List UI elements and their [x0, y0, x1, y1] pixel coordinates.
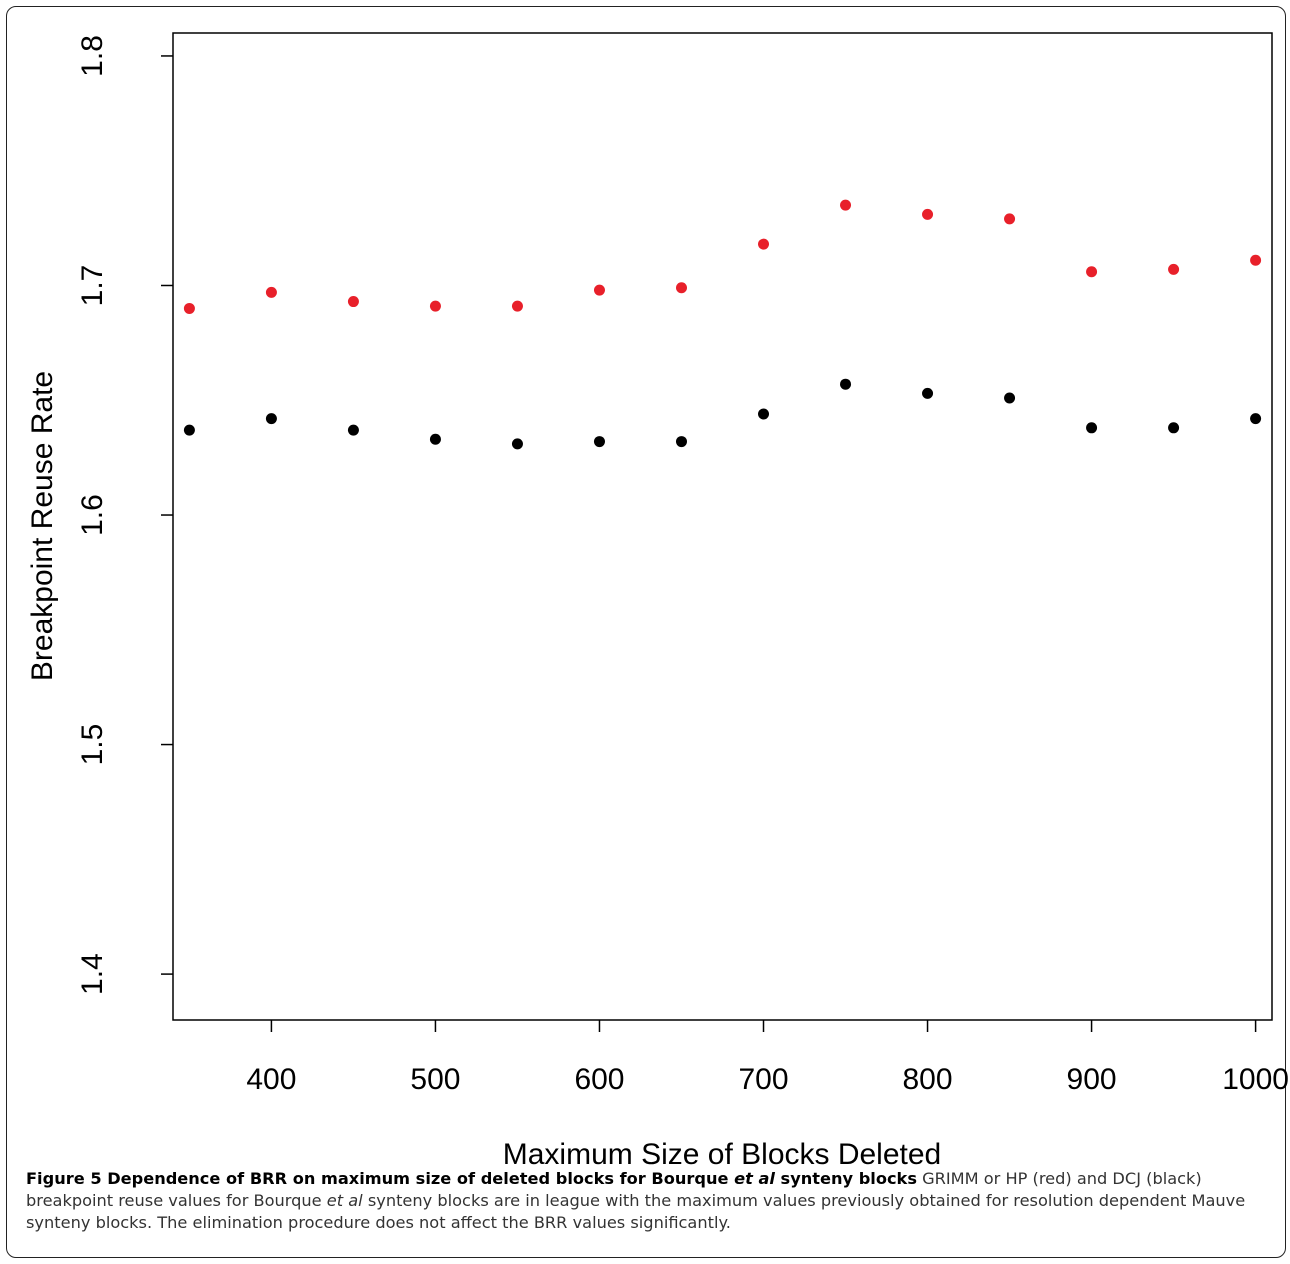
- plot-box: [172, 32, 1273, 1021]
- data-point: [922, 387, 934, 399]
- caption-text-part2: synteny blocks are in league with the ma…: [26, 1191, 1246, 1232]
- data-point: [1086, 266, 1098, 278]
- data-point: [347, 296, 359, 308]
- x-tick-label: 700: [738, 1063, 788, 1096]
- y-tick-label: 1.6: [76, 494, 109, 536]
- data-point: [265, 413, 277, 425]
- data-point: [511, 300, 523, 312]
- data-point: [840, 378, 852, 390]
- x-tick-label: 500: [410, 1063, 460, 1096]
- data-point: [429, 300, 441, 312]
- data-point: [675, 282, 687, 294]
- data-point: [429, 433, 441, 445]
- caption-label-part1: Figure 5 Dependence of BRR on maximum si…: [26, 1169, 735, 1188]
- data-point: [511, 438, 523, 450]
- figure-frame: [6, 6, 1286, 1258]
- scatter-chart: 400 500 600 700 800 900 1000 1.4 1.5 1.6 1.7 1.8 M…: [26, 32, 1289, 1170]
- data-point: [1086, 422, 1098, 434]
- x-tick-label: 900: [1067, 1063, 1117, 1096]
- data-point: [593, 436, 605, 448]
- x-tick-label: 1000: [1222, 1063, 1289, 1096]
- data-point: [347, 424, 359, 436]
- caption-text-part1: GRIMM or HP (red) and DCJ (black) breakp…: [26, 1169, 1202, 1210]
- data-point: [1168, 422, 1180, 434]
- data-point: [840, 199, 852, 211]
- y-tick-label: 1.4: [76, 953, 109, 995]
- x-tick-label: 400: [246, 1063, 296, 1096]
- data-point: [265, 286, 277, 298]
- data-point: [758, 238, 770, 250]
- data-point: [758, 408, 770, 420]
- data-point: [183, 424, 195, 436]
- x-axis-label: Maximum Size of Blocks Deleted: [503, 1138, 942, 1170]
- data-point: [1004, 213, 1016, 225]
- x-axis: 400 500 600 700 800 900 1000: [246, 1020, 1289, 1096]
- data-point: [675, 436, 687, 448]
- data-point: [922, 208, 934, 220]
- data-point: [593, 284, 605, 296]
- y-tick-label: 1.7: [76, 265, 109, 307]
- y-tick-label: 1.5: [76, 724, 109, 766]
- caption-label-italic: et al: [734, 1169, 775, 1188]
- data-point: [1250, 413, 1262, 425]
- caption-text-italic: et al: [326, 1191, 363, 1210]
- x-tick-label: 800: [903, 1063, 953, 1096]
- data-points: [183, 199, 1262, 450]
- data-point: [183, 302, 195, 314]
- data-point: [1168, 263, 1180, 275]
- data-point: [1250, 254, 1262, 266]
- caption-label-part2: synteny blocks: [774, 1169, 917, 1188]
- figure-caption: Figure 5 Dependence of BRR on maximum si…: [26, 1168, 1266, 1234]
- data-point: [1004, 392, 1016, 404]
- y-axis-label: Breakpoint Reuse Rate: [26, 371, 59, 681]
- caption-label: Figure 5 Dependence of BRR on maximum si…: [26, 1169, 917, 1188]
- y-axis: 1.4 1.5 1.6 1.7 1.8: [76, 35, 173, 995]
- y-tick-label: 1.8: [76, 35, 109, 77]
- x-tick-label: 600: [574, 1063, 624, 1096]
